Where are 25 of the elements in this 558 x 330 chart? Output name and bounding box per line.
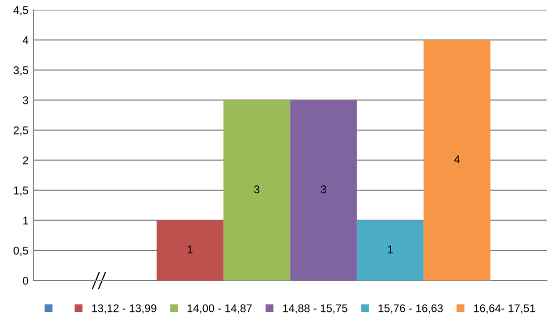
- y-tick-label: 0: [22, 276, 28, 285]
- legend-label: 14,88 - 15,75: [283, 304, 348, 314]
- bar: [156, 220, 224, 280]
- y-tick-label: 4,5: [13, 6, 28, 16]
- y-tick-label: 2: [23, 156, 28, 164]
- y-tick-label: 4: [22, 36, 28, 44]
- legend-label: 16,64- 17,51: [474, 304, 536, 314]
- legend-label: 13,12 - 13,99: [92, 304, 156, 314]
- data-label: 1: [188, 246, 193, 254]
- data-label: 3: [320, 185, 326, 194]
- data-label: 3: [254, 185, 260, 194]
- bar: [223, 100, 290, 280]
- y-tick-label: 3: [22, 96, 28, 104]
- y-tick-label: 0,5: [14, 246, 28, 256]
- y-tick-label: 1: [23, 216, 28, 224]
- bar: [356, 220, 424, 280]
- legend-label: 15,76 - 16,63: [378, 304, 443, 314]
- legend-label: 14,00 - 14,87: [188, 304, 252, 314]
- y-tick-label: 2,5: [14, 126, 28, 136]
- data-label: 1: [388, 246, 393, 254]
- bar: [424, 40, 490, 280]
- data-label: 4: [454, 155, 460, 164]
- y-tick-label: 1,5: [14, 186, 28, 196]
- y-tick-label: 3,5: [14, 66, 28, 76]
- bar: [290, 100, 357, 280]
